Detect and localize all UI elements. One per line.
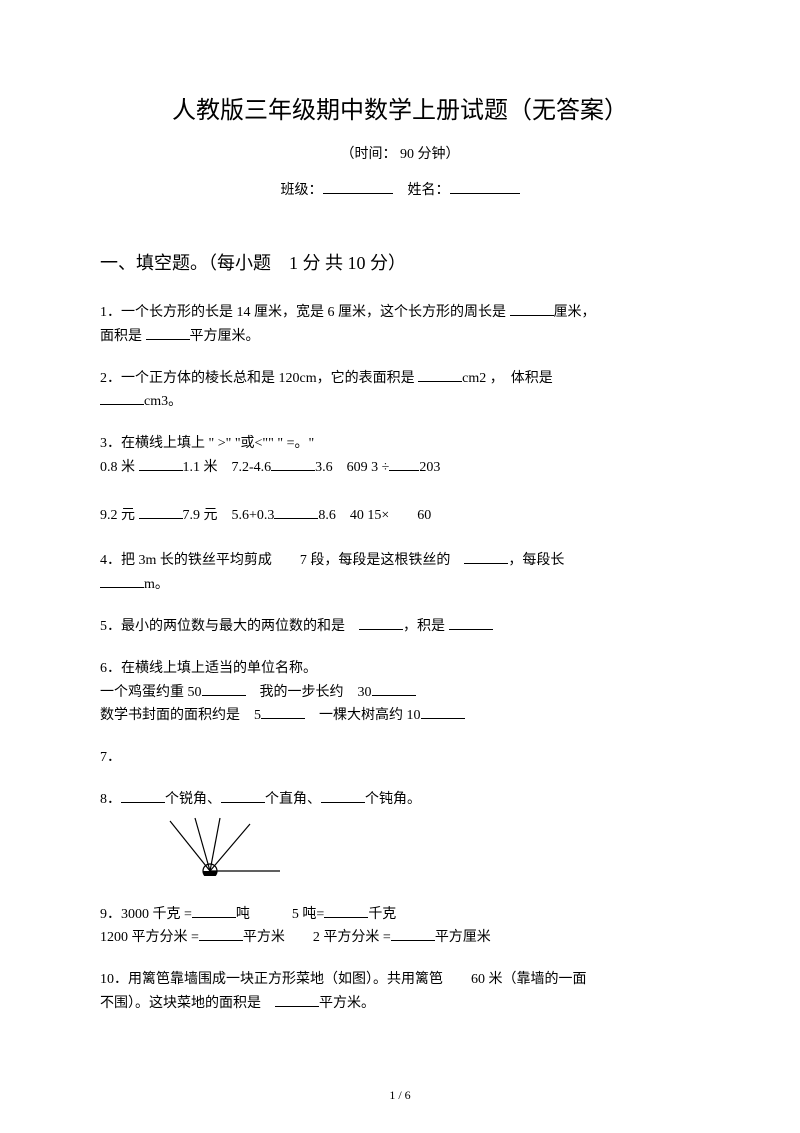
q4-text-2: ，每段长: [508, 553, 564, 568]
q3-text-1: 在横线上填上 " >" "或<"" " =。": [121, 436, 314, 451]
q3-line1-b: 1.1 米 7.2-4.6: [183, 460, 272, 475]
page-number: 1 / 6: [0, 1088, 800, 1103]
q2-text-1: 一个正方体的棱长总和是 120cm，它的表面积是: [121, 371, 418, 386]
q1-blank-1[interactable]: [510, 302, 554, 316]
q5-text-2: ，积是: [403, 619, 449, 634]
q3-blank-2[interactable]: [271, 457, 315, 471]
name-label: 姓名：: [408, 183, 450, 198]
q2-blank-2[interactable]: [100, 391, 144, 405]
question-2: 2．一个正方体的棱长总和是 120cm，它的表面积是 cm2 ， 体积是 cm3…: [100, 367, 700, 415]
q1-num: 1．: [100, 305, 121, 320]
q3-num: 3．: [100, 436, 121, 451]
name-blank[interactable]: [450, 180, 520, 194]
q9-line2-a: 1200 平方分米 =: [100, 930, 199, 945]
angle-diagram: [160, 816, 700, 885]
q6-text-1: 在横线上填上适当的单位名称。: [121, 661, 317, 676]
q1-text-2: 厘米，: [554, 305, 596, 320]
q4-blank-2[interactable]: [100, 574, 144, 588]
q2-blank-1[interactable]: [418, 368, 462, 382]
q1-text-1: 一个长方形的长是 14 厘米，宽是 6 厘米，这个长方形的周长是: [121, 305, 510, 320]
q9-blank-3[interactable]: [199, 927, 243, 941]
q10-text-3: 平方米。: [319, 996, 375, 1011]
question-5: 5．最小的两位数与最大的两位数的和是 ，积是: [100, 615, 700, 639]
exam-title: 人教版三年级期中数学上册试题（无答案）: [100, 90, 700, 125]
q5-blank-1[interactable]: [359, 616, 403, 630]
q6-line2-b: 一棵大树高约 10: [305, 708, 421, 723]
q9-blank-1[interactable]: [192, 904, 236, 918]
student-fields: 班级： 姓名：: [100, 179, 700, 199]
q1-text-3: 面积是: [100, 329, 146, 344]
question-9: 9．3000 千克 = 吨 5 吨= 千克 1200 平方分米 = 平方米 2 平方分…: [100, 903, 700, 951]
q7-num: 7．: [100, 750, 121, 765]
q8-blank-3[interactable]: [321, 789, 365, 803]
q1-text-4: 平方厘米。: [190, 329, 260, 344]
q9-line2-c: 平方厘米: [435, 930, 491, 945]
class-blank[interactable]: [323, 180, 393, 194]
exam-subtitle: （时间： 90 分钟）: [100, 143, 700, 163]
q9-line1-b: 吨 5 吨=: [236, 907, 324, 922]
q4-num: 4．: [100, 553, 121, 568]
q2-text-2: cm2 ， 体积是: [462, 371, 553, 386]
q6-line1-b: 我的一步长约 30: [246, 685, 372, 700]
q3-line2-c: 8.6 40 15× 60: [318, 508, 431, 523]
q8-num: 8．: [100, 792, 121, 807]
q6-num: 6．: [100, 661, 121, 676]
q2-text-3: cm3。: [144, 394, 182, 409]
q9-num: 9．: [100, 907, 121, 922]
q9-line2-b: 平方米 2 平方分米 =: [243, 930, 391, 945]
q3-line2-a: 9.2 元: [100, 508, 139, 523]
question-8: 8． 个锐角、 个直角、 个钝角。: [100, 788, 700, 885]
q10-blank-1[interactable]: [275, 993, 319, 1007]
q3-line1-d: 203: [419, 460, 440, 475]
q8-blank-1[interactable]: [121, 789, 165, 803]
q2-num: 2．: [100, 371, 121, 386]
q8-text-3: 个钝角。: [365, 792, 421, 807]
question-6: 6．在横线上填上适当的单位名称。 一个鸡蛋约重 50 我的一步长约 30 数学书…: [100, 657, 700, 728]
q6-blank-1[interactable]: [202, 682, 246, 696]
class-label: 班级：: [281, 183, 323, 198]
q9-line1-c: 千克: [368, 907, 396, 922]
q9-blank-2[interactable]: [324, 904, 368, 918]
question-10: 10．用篱笆靠墙围成一块正方形菜地（如图）。共用篱笆 60 米（靠墙的一面 不围…: [100, 968, 700, 1016]
q3-blank-1[interactable]: [139, 457, 183, 471]
q10-text-1: 用篱笆靠墙围成一块正方形菜地（如图）。共用篱笆 60 米（靠墙的一面: [128, 972, 587, 987]
q6-blank-3[interactable]: [261, 705, 305, 719]
question-1: 1．一个长方形的长是 14 厘米，宽是 6 厘米，这个长方形的周长是 厘米， 面…: [100, 301, 700, 349]
q1-blank-2[interactable]: [146, 326, 190, 340]
q6-blank-4[interactable]: [421, 705, 465, 719]
q3-blank-3[interactable]: [389, 457, 419, 471]
q3-blank-5[interactable]: [274, 505, 318, 519]
q6-blank-2[interactable]: [372, 682, 416, 696]
q9-blank-4[interactable]: [391, 927, 435, 941]
q8-text-2: 个直角、: [265, 792, 321, 807]
q9-line1-a: 3000 千克 =: [121, 907, 192, 922]
q8-blank-2[interactable]: [221, 789, 265, 803]
q8-text-1: 个锐角、: [165, 792, 221, 807]
q3-line1-c: 3.6 609 3 ÷: [315, 460, 389, 475]
question-7: 7．: [100, 746, 700, 770]
q3-line1-a: 0.8 米: [100, 460, 139, 475]
q6-line1-a: 一个鸡蛋约重 50: [100, 685, 202, 700]
q5-blank-2[interactable]: [449, 616, 493, 630]
question-4: 4．把 3m 长的铁丝平均剪成 7 段，每段是这根铁丝的 ，每段长 m。: [100, 549, 700, 597]
question-3: 3．在横线上填上 " >" "或<"" " =。" 0.8 米 1.1 米 7.…: [100, 432, 700, 527]
q3-blank-4[interactable]: [139, 505, 183, 519]
q4-text-1: 把 3m 长的铁丝平均剪成 7 段，每段是这根铁丝的: [121, 553, 464, 568]
q5-text-1: 最小的两位数与最大的两位数的和是: [121, 619, 359, 634]
q3-line2-b: 7.9 元 5.6+0.3: [183, 508, 275, 523]
q10-num: 10．: [100, 972, 128, 987]
q5-num: 5．: [100, 619, 121, 634]
q4-text-3: m。: [144, 577, 169, 592]
q6-line2-a: 数学书封面的面积约是 5: [100, 708, 261, 723]
section-1-heading: 一、填空题。（每小题 1 分 共 10 分）: [100, 249, 700, 275]
q10-text-2: 不围）。这块菜地的面积是: [100, 996, 275, 1011]
q4-blank-1[interactable]: [464, 550, 508, 564]
